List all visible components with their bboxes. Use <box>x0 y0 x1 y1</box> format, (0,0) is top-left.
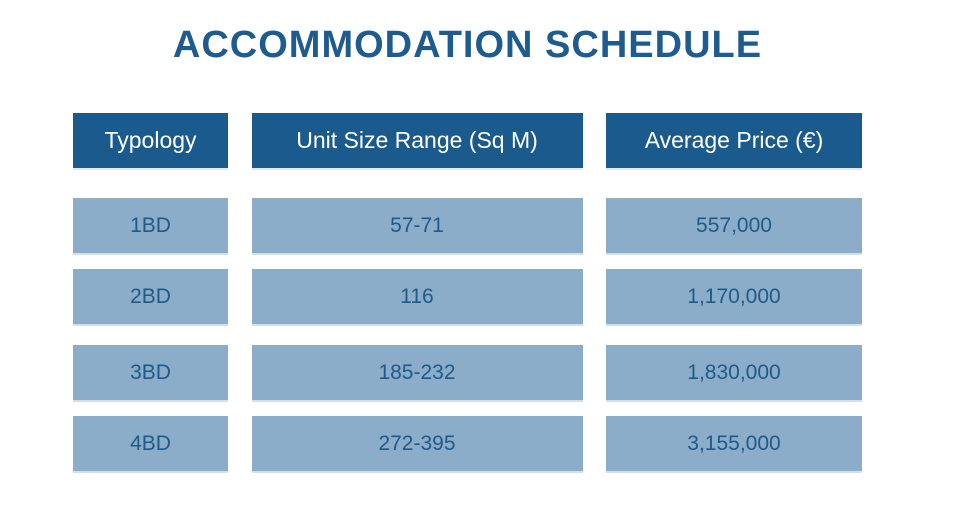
table-row: 1BD 57-71 557,000 <box>73 198 862 253</box>
table-row: 4BD 272-395 3,155,000 <box>73 416 862 471</box>
cell-typology: 3BD <box>73 345 228 400</box>
header-cell-unit-size-range: Unit Size Range (Sq M) <box>251 113 583 168</box>
header-cell-average-price: Average Price (€) <box>606 113 862 168</box>
page-title: ACCOMMODATION SCHEDULE <box>172 24 763 66</box>
cell-average-price: 557,000 <box>606 198 862 253</box>
cell-unit-size-range: 57-71 <box>251 198 583 253</box>
cell-typology: 4BD <box>73 416 228 471</box>
cell-typology: 2BD <box>73 269 228 324</box>
table-header-row: Typology Unit Size Range (Sq M) Average … <box>73 113 862 168</box>
cell-unit-size-range: 272-395 <box>251 416 583 471</box>
cell-average-price: 1,170,000 <box>606 269 862 324</box>
cell-average-price: 1,830,000 <box>606 345 862 400</box>
cell-unit-size-range: 185-232 <box>251 345 583 400</box>
cell-average-price: 3,155,000 <box>606 416 862 471</box>
accommodation-table: Typology Unit Size Range (Sq M) Average … <box>73 113 862 471</box>
table-row: 2BD 116 1,170,000 <box>73 269 862 324</box>
header-cell-typology: Typology <box>73 113 228 168</box>
cell-typology: 1BD <box>73 198 228 253</box>
cell-unit-size-range: 116 <box>251 269 583 324</box>
table-row: 3BD 185-232 1,830,000 <box>73 345 862 400</box>
